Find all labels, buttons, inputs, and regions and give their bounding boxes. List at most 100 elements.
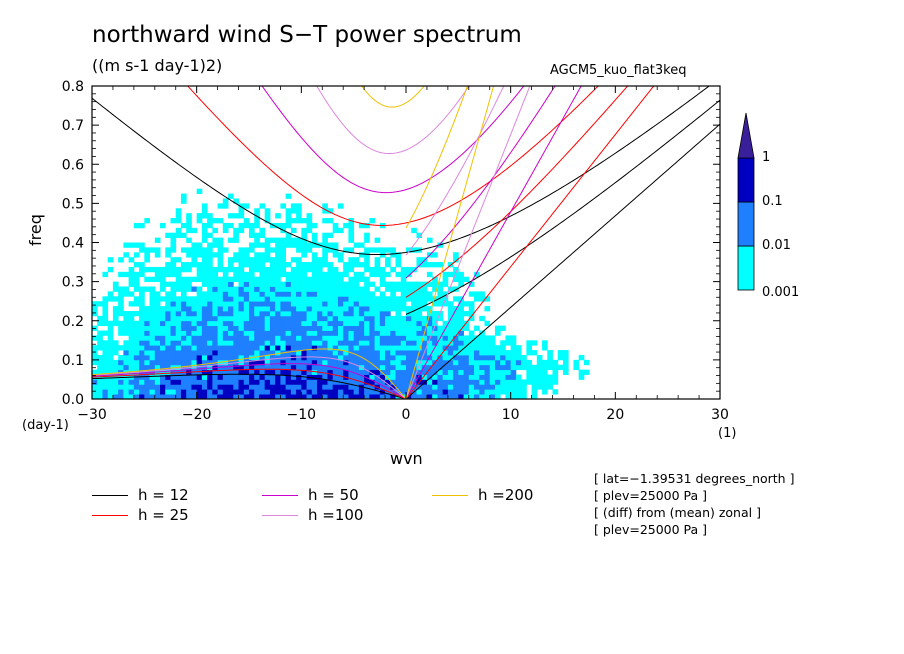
- heatmap-cell: [374, 394, 381, 399]
- heatmap-cell: [353, 384, 360, 390]
- heatmap-cell: [280, 320, 287, 327]
- heatmap-cell: [233, 286, 239, 292]
- heatmap-cell: [128, 345, 135, 351]
- heatmap-cell: [332, 384, 339, 390]
- heatmap-cell: [552, 359, 559, 366]
- heatmap-cell: [563, 354, 569, 361]
- heatmap-cell: [557, 354, 564, 361]
- heatmap-cell: [264, 208, 271, 214]
- heatmap-cell: [531, 350, 538, 356]
- heatmap-cell: [165, 330, 171, 336]
- heatmap-cell: [306, 354, 313, 361]
- heatmap-cell: [222, 330, 229, 336]
- heatmap-cell: [280, 335, 287, 341]
- heatmap-cell: [426, 389, 433, 395]
- heatmap-cell: [264, 218, 271, 224]
- heatmap-cell: [311, 325, 318, 331]
- heatmap-cell: [337, 271, 344, 278]
- heatmap-cell: [186, 296, 192, 302]
- heatmap-cell: [149, 306, 156, 312]
- heatmap-cell: [364, 257, 370, 263]
- heatmap-cell: [175, 213, 182, 219]
- heatmap-cell: [552, 374, 559, 380]
- heatmap-cell: [102, 340, 109, 346]
- heatmap-cell: [364, 296, 370, 302]
- heatmap-cell: [317, 271, 323, 278]
- heatmap-cell: [175, 232, 182, 239]
- heatmap-cell: [447, 374, 454, 380]
- heatmap-cell: [322, 262, 328, 268]
- heatmap-cell: [228, 306, 234, 312]
- heatmap-cell: [358, 340, 365, 346]
- heatmap-cell: [390, 247, 396, 253]
- heatmap-cell: [285, 394, 292, 399]
- heatmap-cell: [311, 340, 318, 346]
- heatmap-cell: [463, 394, 470, 399]
- heatmap-cell: [453, 296, 459, 302]
- heatmap-cell: [505, 364, 512, 371]
- heatmap-cell: [406, 359, 412, 366]
- x-axis-label: wvn: [390, 449, 423, 468]
- heatmap-cell: [364, 266, 370, 273]
- heatmap-cell: [332, 276, 339, 283]
- heatmap-cell: [406, 315, 412, 322]
- heatmap-cell: [180, 359, 187, 366]
- heatmap-cell: [416, 335, 423, 341]
- heatmap-cell: [280, 222, 287, 229]
- heatmap-cell: [259, 266, 266, 273]
- heatmap-cell: [557, 350, 564, 356]
- heatmap-cell: [290, 310, 297, 317]
- heatmap-cell: [442, 340, 449, 346]
- heatmap-cell: [369, 281, 375, 287]
- heatmap-cell: [311, 354, 318, 361]
- heatmap-cell: [128, 354, 135, 361]
- heatmap-cell: [322, 306, 328, 312]
- heatmap-cell: [432, 281, 438, 287]
- heatmap-cell: [343, 364, 349, 371]
- heatmap-cell: [290, 218, 297, 224]
- heatmap-cell: [207, 389, 213, 395]
- heatmap-cell: [269, 330, 276, 336]
- heatmap-cell: [102, 345, 109, 351]
- heatmap-cell: [186, 374, 192, 380]
- heatmap-cell: [201, 374, 208, 380]
- heatmap-cell: [364, 286, 370, 292]
- heatmap-cell: [269, 271, 276, 278]
- heatmap-cell: [149, 379, 156, 385]
- heatmap-cell: [437, 281, 444, 287]
- heatmap-cell: [364, 350, 370, 356]
- heatmap-cell: [149, 354, 156, 361]
- heatmap-cell: [275, 306, 281, 312]
- heatmap-cell: [311, 394, 318, 399]
- heatmap-cell: [301, 359, 307, 366]
- heatmap-cell: [348, 237, 355, 243]
- heatmap-cell: [128, 271, 135, 278]
- heatmap-cell: [369, 394, 375, 399]
- heatmap-cell: [154, 306, 161, 312]
- heatmap-cell: [416, 330, 423, 336]
- heatmap-cell: [400, 276, 407, 283]
- heatmap-cell: [421, 374, 428, 380]
- heatmap-cell: [463, 350, 470, 356]
- heatmap-cell: [453, 389, 459, 395]
- heatmap-cell: [337, 281, 344, 287]
- heatmap-cell: [322, 232, 328, 239]
- heatmap-cell: [364, 389, 370, 395]
- heatmap-cell: [458, 384, 464, 390]
- heatmap-cell: [385, 350, 391, 356]
- heatmap-cell: [458, 374, 464, 380]
- heatmap-cell: [212, 237, 218, 243]
- heatmap-cell: [563, 359, 569, 366]
- heatmap-cell: [249, 350, 255, 356]
- heatmap-cell: [400, 345, 407, 351]
- heatmap-cell: [280, 330, 287, 336]
- heatmap-cell: [170, 374, 177, 380]
- x-tick-label: −30: [77, 407, 107, 423]
- heatmap-cell: [400, 335, 407, 341]
- heatmap-cell: [259, 369, 266, 375]
- heatmap-cell: [369, 340, 375, 346]
- heatmap-cell: [327, 301, 334, 307]
- heatmap-cell: [92, 301, 98, 307]
- heatmap-cell: [358, 350, 365, 356]
- heatmap-cell: [426, 340, 433, 346]
